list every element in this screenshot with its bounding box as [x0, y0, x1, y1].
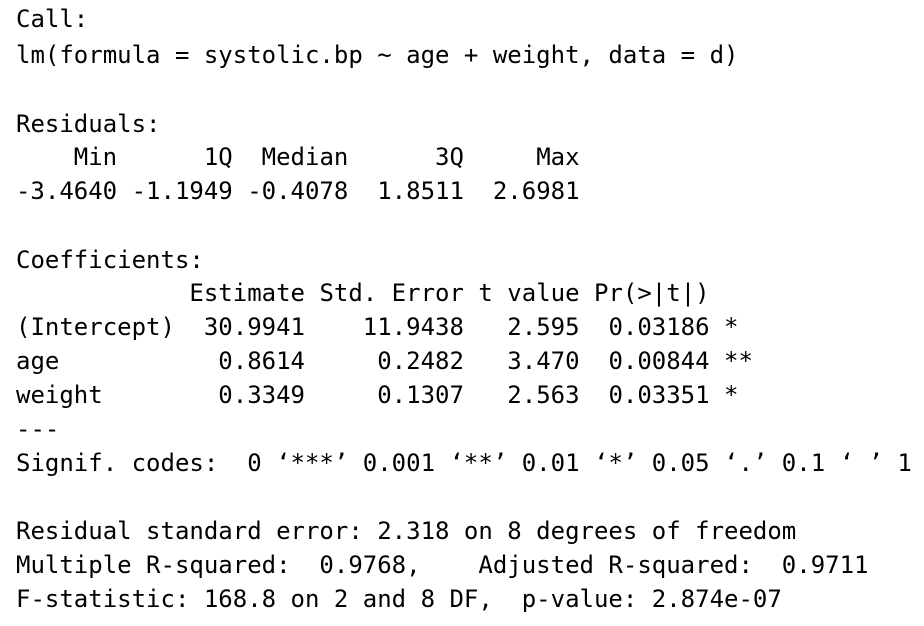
coefficient-header: Pr(>|t|) — [594, 279, 710, 307]
signif-codes: Signif. codes: 0 ‘***’ 0.001 ‘**’ 0.01 ‘… — [16, 449, 912, 477]
coefficient-header: Std. Error — [319, 279, 464, 307]
coefficient-cell: 0.00844 — [608, 347, 709, 375]
coefficient-cell: 3.470 — [507, 347, 579, 375]
term-name: weight — [16, 381, 103, 409]
residual-value: -1.1949 — [132, 177, 233, 205]
summary-line: Multiple R-squared: 0.9768, Adjusted R-s… — [16, 551, 869, 579]
summary-line: F-statistic: 168.8 on 2 and 8 DF, p-valu… — [16, 585, 782, 613]
coefficient-cell: 2.595 — [507, 313, 579, 341]
coefficient-header: t value — [478, 279, 579, 307]
coefficients-label: Coefficients: — [16, 246, 204, 274]
coefficient-cell: 0.03351 — [608, 381, 709, 409]
summary-line: Residual standard error: 2.318 on 8 degr… — [16, 517, 796, 545]
term-name: (Intercept) — [16, 313, 175, 341]
residual-header: 1Q — [204, 143, 233, 171]
residual-value: 2.6981 — [493, 177, 580, 205]
separator: --- — [16, 415, 59, 443]
residual-header: Median — [262, 143, 349, 171]
coefficient-cell: 0.03186 — [608, 313, 709, 341]
residual-header: Min — [74, 143, 117, 171]
coefficient-cell: 0.8614 — [218, 347, 305, 375]
residual-header: 3Q — [435, 143, 464, 171]
call-formula: lm(formula = systolic.bp ~ age + weight,… — [16, 41, 738, 69]
residual-value: -3.4640 — [16, 177, 117, 205]
coefficient-cell: 0.1307 — [377, 381, 464, 409]
significance-stars: * — [724, 313, 738, 341]
residual-value: 1.8511 — [377, 177, 464, 205]
residual-value: -0.4078 — [247, 177, 348, 205]
coefficient-cell: 0.3349 — [218, 381, 305, 409]
coefficient-header: Estimate — [189, 279, 305, 307]
coefficient-cell: 11.9438 — [363, 313, 464, 341]
significance-stars: * — [724, 381, 738, 409]
coefficient-cell: 2.563 — [507, 381, 579, 409]
residual-header: Max — [536, 143, 579, 171]
significance-stars: ** — [724, 347, 753, 375]
coefficient-cell: 30.9941 — [204, 313, 305, 341]
call-label: Call: — [16, 5, 88, 33]
coefficient-cell: 0.2482 — [377, 347, 464, 375]
residuals-label: Residuals: — [16, 110, 161, 138]
term-name: age — [16, 347, 59, 375]
